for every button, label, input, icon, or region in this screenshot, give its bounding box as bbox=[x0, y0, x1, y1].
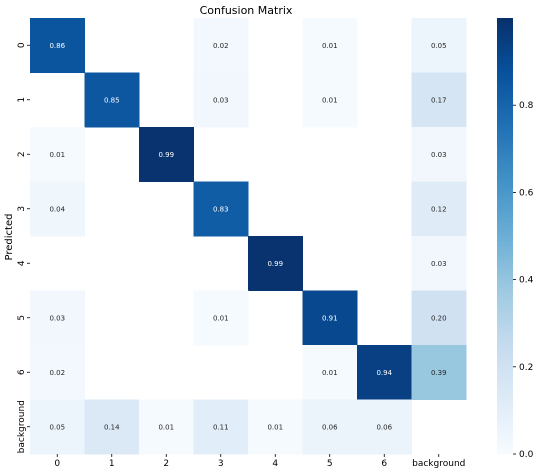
cell-value-label: 0.01 bbox=[213, 314, 229, 322]
heatmap-cells bbox=[30, 18, 467, 455]
cell-value-label: 0.03 bbox=[213, 96, 229, 104]
cell-value-label: 0.91 bbox=[322, 314, 338, 322]
heatmap-cell bbox=[30, 18, 85, 73]
cell-value-label: 0.14 bbox=[104, 423, 120, 431]
chart-title: Confusion Matrix bbox=[200, 4, 293, 17]
x-tick-label: background bbox=[412, 459, 465, 469]
cell-labels: 0.86 0.02 0.01 0.05 0.85 0.03 0.01 0.17 0.01 0.99… bbox=[49, 42, 446, 432]
heatmap-cell bbox=[411, 290, 467, 346]
heatmap-cell bbox=[30, 399, 85, 455]
colorbar-tick-label: 0.2 bbox=[519, 363, 533, 373]
cell-value-label: 0.17 bbox=[431, 96, 447, 104]
colorbar-tick-label: 0.0 bbox=[519, 450, 534, 460]
heatmap-cell bbox=[30, 290, 85, 346]
cell-value-label: 0.39 bbox=[431, 369, 447, 377]
y-tick-label: 3 bbox=[17, 206, 27, 212]
heatmap-cell bbox=[193, 290, 249, 346]
cell-value-label: 0.01 bbox=[322, 96, 338, 104]
heatmap-cell bbox=[411, 345, 467, 400]
heatmap-cell bbox=[30, 127, 85, 182]
colorbar-tick-label: 0.4 bbox=[519, 276, 534, 286]
cell-value-label: 0.06 bbox=[376, 423, 392, 431]
x-tick-label: 5 bbox=[327, 459, 333, 469]
heatmap-cell bbox=[193, 18, 249, 73]
cell-value-label: 0.06 bbox=[322, 423, 338, 431]
cell-value-label: 0.05 bbox=[49, 423, 65, 431]
heatmap-cell bbox=[193, 72, 249, 128]
cell-value-label: 0.99 bbox=[158, 151, 174, 159]
x-tick-label: 1 bbox=[109, 459, 115, 469]
heatmap-cell bbox=[248, 236, 303, 291]
heatmap-cell bbox=[302, 72, 358, 128]
cell-value-label: 0.99 bbox=[267, 260, 283, 268]
heatmap-cell bbox=[84, 72, 140, 128]
heatmap-cell bbox=[411, 72, 467, 128]
heatmap-cell bbox=[302, 18, 358, 73]
cell-value-label: 0.12 bbox=[431, 205, 447, 213]
cell-value-label: 0.04 bbox=[49, 205, 65, 213]
colorbar-tick-label: 0.8 bbox=[519, 101, 534, 111]
cell-value-label: 0.01 bbox=[158, 423, 174, 431]
heatmap-cell bbox=[302, 345, 358, 400]
heatmap-cell bbox=[302, 399, 358, 455]
y-axis-ticks: 0 1 2 3 4 5 6 background bbox=[17, 42, 30, 453]
x-axis-ticks: 0 1 2 3 4 5 6 background bbox=[54, 454, 465, 469]
x-tick-label: 6 bbox=[381, 459, 387, 469]
cell-value-label: 0.05 bbox=[431, 42, 447, 50]
y-tick-label: 4 bbox=[17, 260, 27, 266]
x-tick-label: 3 bbox=[218, 459, 224, 469]
y-tick-label: 1 bbox=[17, 97, 27, 103]
y-tick-label: 6 bbox=[17, 369, 27, 375]
heatmap-cell bbox=[30, 181, 85, 237]
cell-value-label: 0.85 bbox=[104, 96, 120, 104]
heatmap-cell bbox=[193, 399, 249, 455]
cell-value-label: 0.94 bbox=[376, 369, 392, 377]
heatmap-cell bbox=[357, 345, 412, 400]
x-tick-label: 4 bbox=[272, 459, 278, 469]
cell-value-label: 0.01 bbox=[322, 42, 338, 50]
x-tick-label: 2 bbox=[163, 459, 169, 469]
colorbar-ticks: 0.0 0.2 0.4 0.6 0.8 bbox=[513, 101, 534, 460]
x-tick-label: 0 bbox=[54, 459, 60, 469]
heatmap-cell bbox=[411, 181, 467, 237]
cell-value-label: 0.01 bbox=[49, 151, 65, 159]
y-tick-label: 5 bbox=[17, 315, 27, 321]
heatmap-cell bbox=[411, 18, 467, 73]
heatmap-cell bbox=[139, 127, 194, 182]
cell-value-label: 0.20 bbox=[431, 314, 447, 322]
colorbar-tick-label: 0.6 bbox=[519, 188, 534, 198]
heatmap-cell bbox=[139, 399, 194, 455]
cell-value-label: 0.01 bbox=[267, 423, 283, 431]
heatmap-cell bbox=[193, 181, 249, 237]
heatmap-cell bbox=[30, 345, 85, 400]
cell-value-label: 0.03 bbox=[431, 151, 447, 159]
y-tick-label: 2 bbox=[17, 151, 27, 157]
heatmap-cell bbox=[248, 399, 303, 455]
cell-value-label: 0.01 bbox=[322, 369, 338, 377]
heatmap-cell bbox=[84, 399, 140, 455]
heatmap-cell bbox=[357, 399, 412, 455]
y-tick-label: background bbox=[17, 400, 27, 453]
colorbar bbox=[497, 18, 513, 454]
y-tick-label: 0 bbox=[17, 42, 27, 48]
heatmap-cell bbox=[302, 290, 358, 346]
y-axis-label: Predicted bbox=[4, 214, 15, 261]
cell-value-label: 0.86 bbox=[49, 42, 65, 50]
cell-value-label: 0.03 bbox=[431, 260, 447, 268]
cell-value-label: 0.03 bbox=[49, 314, 65, 322]
cell-value-label: 0.11 bbox=[213, 423, 229, 431]
heatmap-cell bbox=[411, 127, 467, 182]
cell-value-label: 0.02 bbox=[49, 369, 65, 377]
cell-value-label: 0.83 bbox=[213, 205, 229, 213]
cell-value-label: 0.02 bbox=[213, 42, 229, 50]
heatmap-cell bbox=[411, 236, 467, 291]
